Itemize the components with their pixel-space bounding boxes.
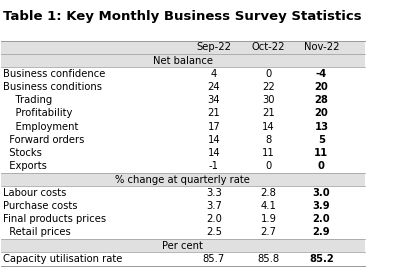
Text: Capacity utilisation rate: Capacity utilisation rate — [2, 254, 122, 264]
Text: 11: 11 — [262, 148, 275, 158]
Text: Final products prices: Final products prices — [2, 214, 106, 224]
Text: 0: 0 — [265, 69, 272, 79]
Text: Business confidence: Business confidence — [2, 69, 105, 79]
Text: 30: 30 — [262, 95, 275, 105]
Text: 21: 21 — [207, 108, 220, 119]
Text: % change at quarterly rate: % change at quarterly rate — [115, 175, 250, 184]
Text: Labour costs: Labour costs — [2, 188, 66, 198]
Text: 21: 21 — [262, 108, 275, 119]
Text: 2.0: 2.0 — [312, 214, 330, 224]
Text: 0: 0 — [265, 161, 272, 171]
Text: Forward orders: Forward orders — [2, 135, 84, 145]
Text: 20: 20 — [315, 108, 328, 119]
Text: 2.5: 2.5 — [206, 227, 222, 237]
Text: 85.7: 85.7 — [203, 254, 225, 264]
Text: Exports: Exports — [2, 161, 46, 171]
Text: -1: -1 — [209, 161, 219, 171]
Text: 3.9: 3.9 — [312, 201, 330, 211]
Text: Sep-22: Sep-22 — [196, 42, 231, 52]
Text: 14: 14 — [262, 122, 275, 132]
Text: 5: 5 — [318, 135, 325, 145]
Text: Per cent: Per cent — [162, 241, 203, 251]
Text: 14: 14 — [207, 135, 220, 145]
Text: Oct-22: Oct-22 — [252, 42, 285, 52]
Text: 4: 4 — [211, 69, 217, 79]
Text: Retail prices: Retail prices — [2, 227, 70, 237]
Text: 4.1: 4.1 — [261, 201, 276, 211]
Text: 2.9: 2.9 — [312, 227, 330, 237]
Text: 2.0: 2.0 — [206, 214, 222, 224]
Bar — [1, 54, 365, 67]
Text: 1.9: 1.9 — [261, 214, 276, 224]
Text: 3.3: 3.3 — [206, 188, 222, 198]
Text: 2.8: 2.8 — [261, 188, 276, 198]
Bar — [1, 173, 365, 186]
Text: Purchase costs: Purchase costs — [2, 201, 77, 211]
Text: Stocks: Stocks — [2, 148, 41, 158]
Text: 24: 24 — [207, 82, 220, 92]
Text: 3.7: 3.7 — [206, 201, 222, 211]
Text: Business conditions: Business conditions — [2, 82, 101, 92]
Text: 22: 22 — [262, 82, 275, 92]
Text: 11: 11 — [314, 148, 328, 158]
Text: Nov-22: Nov-22 — [303, 42, 339, 52]
Text: 8: 8 — [265, 135, 272, 145]
Text: 17: 17 — [207, 122, 220, 132]
Text: 0: 0 — [318, 161, 325, 171]
Text: 2.7: 2.7 — [261, 227, 276, 237]
Bar — [1, 41, 365, 54]
Text: Profitability: Profitability — [2, 108, 72, 119]
Text: 85.2: 85.2 — [309, 254, 334, 264]
Text: Net balance: Net balance — [153, 55, 213, 65]
Text: 13: 13 — [315, 122, 328, 132]
Text: 3.0: 3.0 — [312, 188, 330, 198]
Text: -4: -4 — [316, 69, 327, 79]
Text: 20: 20 — [315, 82, 328, 92]
Text: 85.8: 85.8 — [257, 254, 280, 264]
Text: Employment: Employment — [2, 122, 78, 132]
Bar — [1, 239, 365, 252]
Text: 34: 34 — [208, 95, 220, 105]
Text: 14: 14 — [207, 148, 220, 158]
Text: Trading: Trading — [2, 95, 52, 105]
Text: Table 1: Key Monthly Business Survey Statistics: Table 1: Key Monthly Business Survey Sta… — [2, 10, 361, 23]
Text: 28: 28 — [315, 95, 328, 105]
